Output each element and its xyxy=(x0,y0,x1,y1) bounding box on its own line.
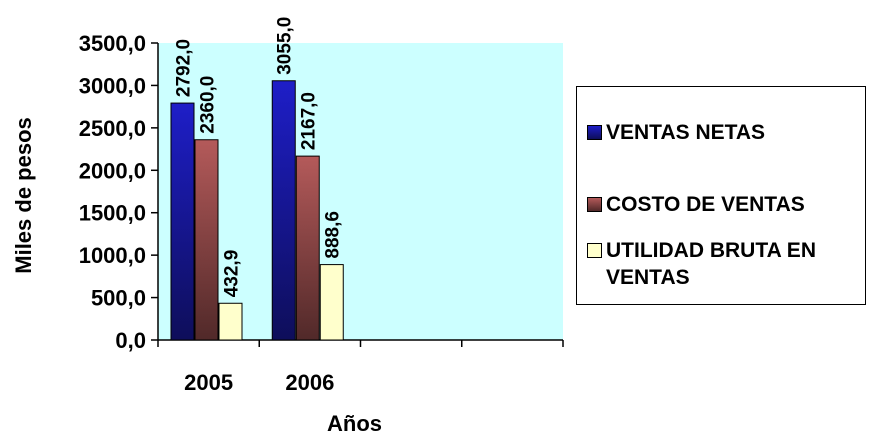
bars xyxy=(170,80,344,341)
legend-swatch-utilidad-bruta xyxy=(587,243,602,258)
y-tick-label: 3500,0 xyxy=(79,31,146,56)
bar-2006-0 xyxy=(271,80,296,341)
bar-2006-1 xyxy=(295,155,320,341)
y-tick-label: 0,0 xyxy=(115,328,146,353)
legend-swatch-ventas-netas xyxy=(587,125,602,140)
legend-label: UTILIDAD BRUTA EN VENTAS xyxy=(606,239,816,289)
plot-area xyxy=(158,43,563,340)
bar-2006-2 xyxy=(319,264,344,341)
y-tick-label: 1000,0 xyxy=(79,243,146,268)
x-axis: 2005 2006 xyxy=(157,339,564,395)
legend-item-utilidad-bruta: UTILIDAD BRUTA EN VENTAS xyxy=(587,237,816,291)
legend: VENTAS NETAS COSTO DE VENTAS UTILIDAD BR… xyxy=(576,86,866,305)
data-label: 2167,0 xyxy=(299,92,320,150)
legend-label: VENTAS NETAS xyxy=(606,121,766,144)
bar-2005-2 xyxy=(218,302,243,341)
legend-item-costo-de-ventas: COSTO DE VENTAS xyxy=(587,191,805,218)
y-axis: 0,0 500,0 1000,0 1500,0 2000,0 2500,0 3000,0 35… xyxy=(79,31,159,353)
y-tick-label: 2500,0 xyxy=(79,116,146,141)
bar-2005-0 xyxy=(170,102,195,341)
x-axis-title: Años xyxy=(327,411,382,436)
x-tick-label: 2006 xyxy=(285,370,334,395)
x-tick-label: 2005 xyxy=(184,370,233,395)
y-tick-label: 1500,0 xyxy=(79,201,146,226)
y-axis-title: Miles de pesos xyxy=(11,117,36,274)
legend-item-ventas-netas: VENTAS NETAS xyxy=(587,119,765,146)
data-label: 3055,0 xyxy=(275,17,296,75)
legend-swatch-costo-de-ventas xyxy=(587,197,602,212)
legend-label: COSTO DE VENTAS xyxy=(606,193,805,216)
data-label: 888,6 xyxy=(323,211,344,259)
y-tick-label: 3000,0 xyxy=(79,73,146,98)
data-label: 432,9 xyxy=(222,250,243,298)
data-label: 2360,0 xyxy=(198,76,219,134)
bar-2005-1 xyxy=(194,139,219,341)
data-label: 2792,0 xyxy=(174,39,195,97)
y-tick-label: 500,0 xyxy=(91,286,146,311)
y-tick-label: 2000,0 xyxy=(79,158,146,183)
